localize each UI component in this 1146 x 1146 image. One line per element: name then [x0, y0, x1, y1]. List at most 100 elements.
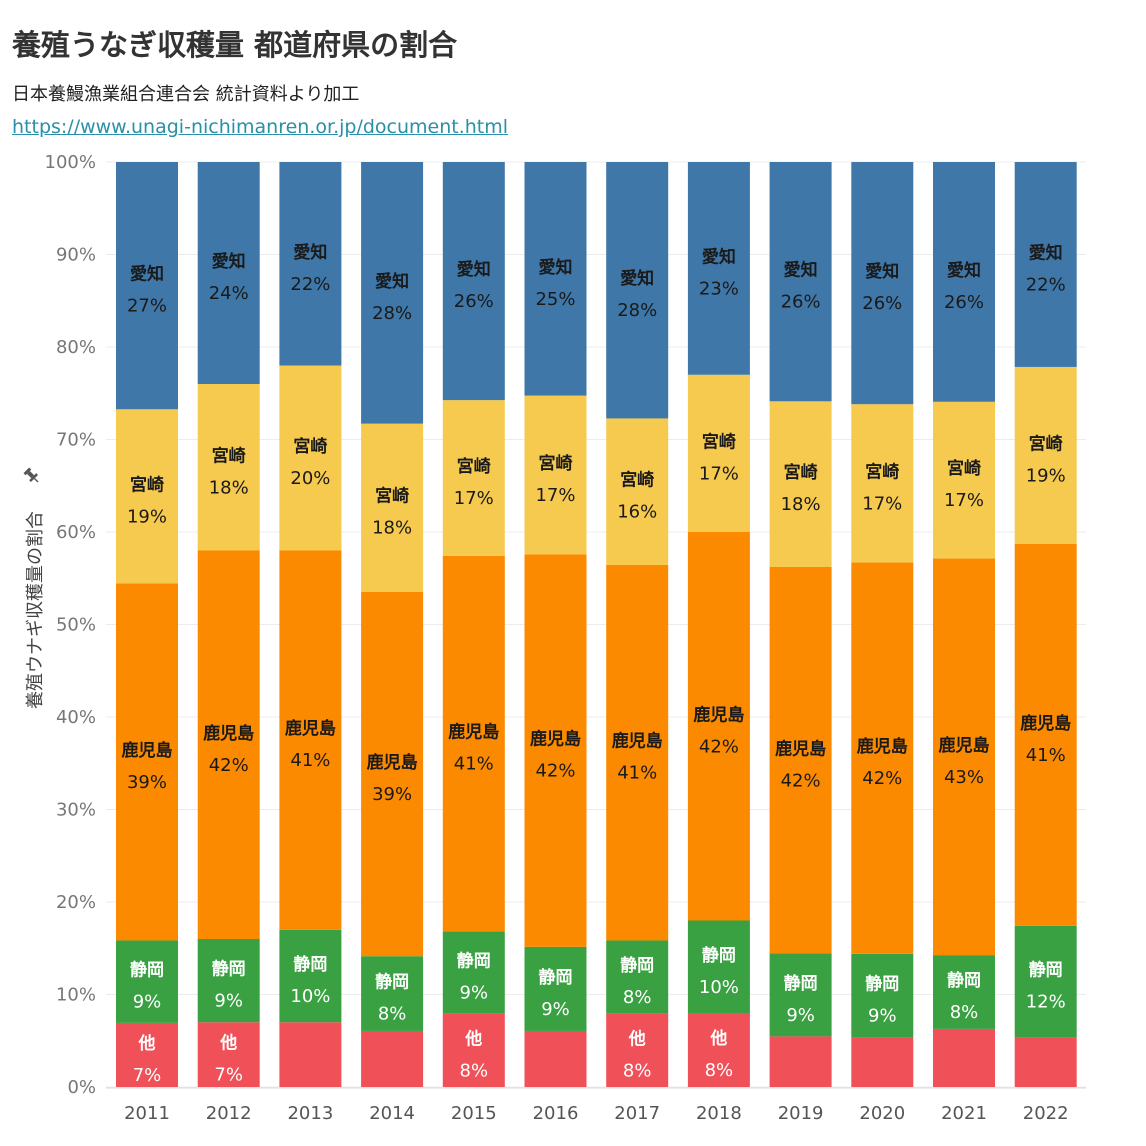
- segment-series-label: 鹿児島: [775, 738, 826, 759]
- bar-segment[interactable]: [197, 550, 260, 940]
- segment-value-label: 26%: [944, 292, 984, 313]
- bar-segment[interactable]: [442, 555, 505, 932]
- segment-value-label: 10%: [699, 977, 739, 998]
- bar-segment[interactable]: [442, 400, 505, 556]
- bar-segment[interactable]: [116, 1022, 178, 1087]
- bar-segment[interactable]: [524, 1030, 587, 1087]
- x-tick-label: 2022: [1023, 1103, 1069, 1124]
- bar-segment[interactable]: [933, 162, 995, 402]
- segment-value-label: 18%: [781, 494, 821, 515]
- bar-2011: 他 7% 静岡 9% 鹿児島 39% 宮崎 19% 愛知 27%: [116, 162, 178, 1087]
- bar-2012: 他 7% 静岡 9% 鹿児島 42% 宮崎 18% 愛知 24%: [197, 162, 260, 1087]
- bar-2014: 静岡 8% 鹿児島 39% 宮崎 18% 愛知 28%: [361, 162, 424, 1087]
- segment-value-label: 20%: [290, 468, 330, 489]
- bar-segment[interactable]: [442, 931, 505, 1014]
- bar-segment[interactable]: [606, 162, 669, 419]
- bar-segment[interactable]: [687, 162, 750, 375]
- segment-series-label: 鹿児島: [857, 736, 908, 757]
- bar-segment[interactable]: [197, 939, 260, 1023]
- bar-segment[interactable]: [1014, 162, 1077, 367]
- y-tick-label: 0%: [67, 1077, 96, 1098]
- segment-value-label: 42%: [781, 770, 821, 791]
- segment-series-label: 宮崎: [212, 445, 246, 466]
- bar-segment[interactable]: [933, 558, 995, 956]
- bar-segment[interactable]: [769, 953, 832, 1037]
- segment-value-label: 8%: [623, 987, 652, 1008]
- bar-2013: 静岡 10% 鹿児島 41% 宮崎 20% 愛知 22%: [279, 162, 342, 1087]
- bar-segment[interactable]: [279, 162, 342, 366]
- bar-segment[interactable]: [361, 956, 424, 1031]
- bar-segment[interactable]: [851, 404, 914, 563]
- segment-value-label: 17%: [862, 493, 902, 514]
- bar-segment[interactable]: [116, 162, 178, 410]
- bar-segment[interactable]: [687, 374, 750, 532]
- source-link[interactable]: https://www.unagi-nichimanren.or.jp/docu…: [12, 116, 509, 138]
- bar-segment[interactable]: [279, 929, 342, 1023]
- chart-subtitle: 日本養鰻漁業組合連合会 統計資料より加工: [12, 84, 360, 105]
- segment-value-label: 42%: [209, 755, 249, 776]
- bar-segment[interactable]: [933, 955, 995, 1029]
- bar-segment[interactable]: [687, 532, 750, 921]
- bar-segment[interactable]: [606, 564, 669, 941]
- bar-segment[interactable]: [769, 162, 832, 402]
- bar-segment[interactable]: [933, 401, 995, 559]
- pin-icon[interactable]: [22, 466, 42, 486]
- bar-segment[interactable]: [361, 1030, 424, 1087]
- bar-segment[interactable]: [851, 953, 914, 1038]
- bar-segment[interactable]: [361, 162, 424, 424]
- bar-segment[interactable]: [197, 1022, 260, 1087]
- bar-segment[interactable]: [1014, 543, 1077, 926]
- bar-segment[interactable]: [361, 591, 424, 957]
- bar-segment[interactable]: [851, 162, 914, 405]
- bar-segment[interactable]: [116, 409, 178, 584]
- segment-series-label: 鹿児島: [530, 729, 581, 750]
- x-tick-label: 2013: [287, 1103, 333, 1124]
- segment-value-label: 42%: [862, 768, 902, 789]
- segment-series-label: 静岡: [293, 954, 327, 975]
- bar-segment[interactable]: [361, 423, 424, 592]
- bar-segment[interactable]: [116, 940, 178, 1023]
- bar-segment[interactable]: [279, 550, 342, 930]
- segment-series-label: 静岡: [784, 973, 818, 994]
- bar-segment[interactable]: [851, 562, 914, 954]
- segment-value-label: 17%: [535, 485, 575, 506]
- bar-segment[interactable]: [769, 1036, 832, 1087]
- bar-segment[interactable]: [606, 940, 669, 1014]
- segment-value-label: 41%: [454, 754, 494, 775]
- bar-segment[interactable]: [933, 1028, 995, 1087]
- bar-segment[interactable]: [442, 162, 505, 401]
- bar-2021: 静岡 8% 鹿児島 43% 宮崎 17% 愛知 26%: [933, 162, 995, 1087]
- bar-segment[interactable]: [442, 1013, 505, 1087]
- bar-segment[interactable]: [687, 1013, 750, 1087]
- bar-segment[interactable]: [197, 162, 260, 384]
- y-tick-label: 20%: [56, 892, 96, 913]
- bar-segment[interactable]: [851, 1037, 914, 1087]
- bar-segment[interactable]: [116, 583, 178, 941]
- bar-segment[interactable]: [606, 418, 669, 565]
- bar-segment[interactable]: [769, 401, 832, 567]
- bar-segment[interactable]: [197, 384, 260, 551]
- segment-series-label: 鹿児島: [122, 740, 173, 761]
- segment-value-label: 42%: [699, 736, 739, 757]
- bar-segment[interactable]: [769, 566, 832, 954]
- segment-value-label: 28%: [372, 303, 412, 324]
- bar-segment[interactable]: [1014, 366, 1077, 544]
- segment-value-label: 10%: [290, 986, 330, 1007]
- bar-segment[interactable]: [524, 554, 587, 947]
- bar-2020: 静岡 9% 鹿児島 42% 宮崎 17% 愛知 26%: [851, 162, 914, 1087]
- segment-series-label: 愛知: [865, 261, 899, 282]
- segment-series-label: 愛知: [375, 271, 409, 292]
- bar-segment[interactable]: [279, 1022, 342, 1087]
- bar-segment[interactable]: [524, 946, 587, 1031]
- bar-segment[interactable]: [1014, 925, 1077, 1038]
- bar-segment[interactable]: [524, 162, 587, 396]
- segment-value-label: 8%: [460, 1060, 489, 1081]
- x-tick-label: 2012: [206, 1103, 252, 1124]
- bar-segment[interactable]: [524, 395, 587, 555]
- bar-segment[interactable]: [1014, 1037, 1077, 1087]
- segment-value-label: 39%: [372, 784, 412, 805]
- segment-series-label: 静岡: [212, 959, 246, 980]
- bar-segment[interactable]: [687, 920, 750, 1014]
- bar-segment[interactable]: [606, 1013, 669, 1087]
- bar-segment[interactable]: [279, 365, 342, 551]
